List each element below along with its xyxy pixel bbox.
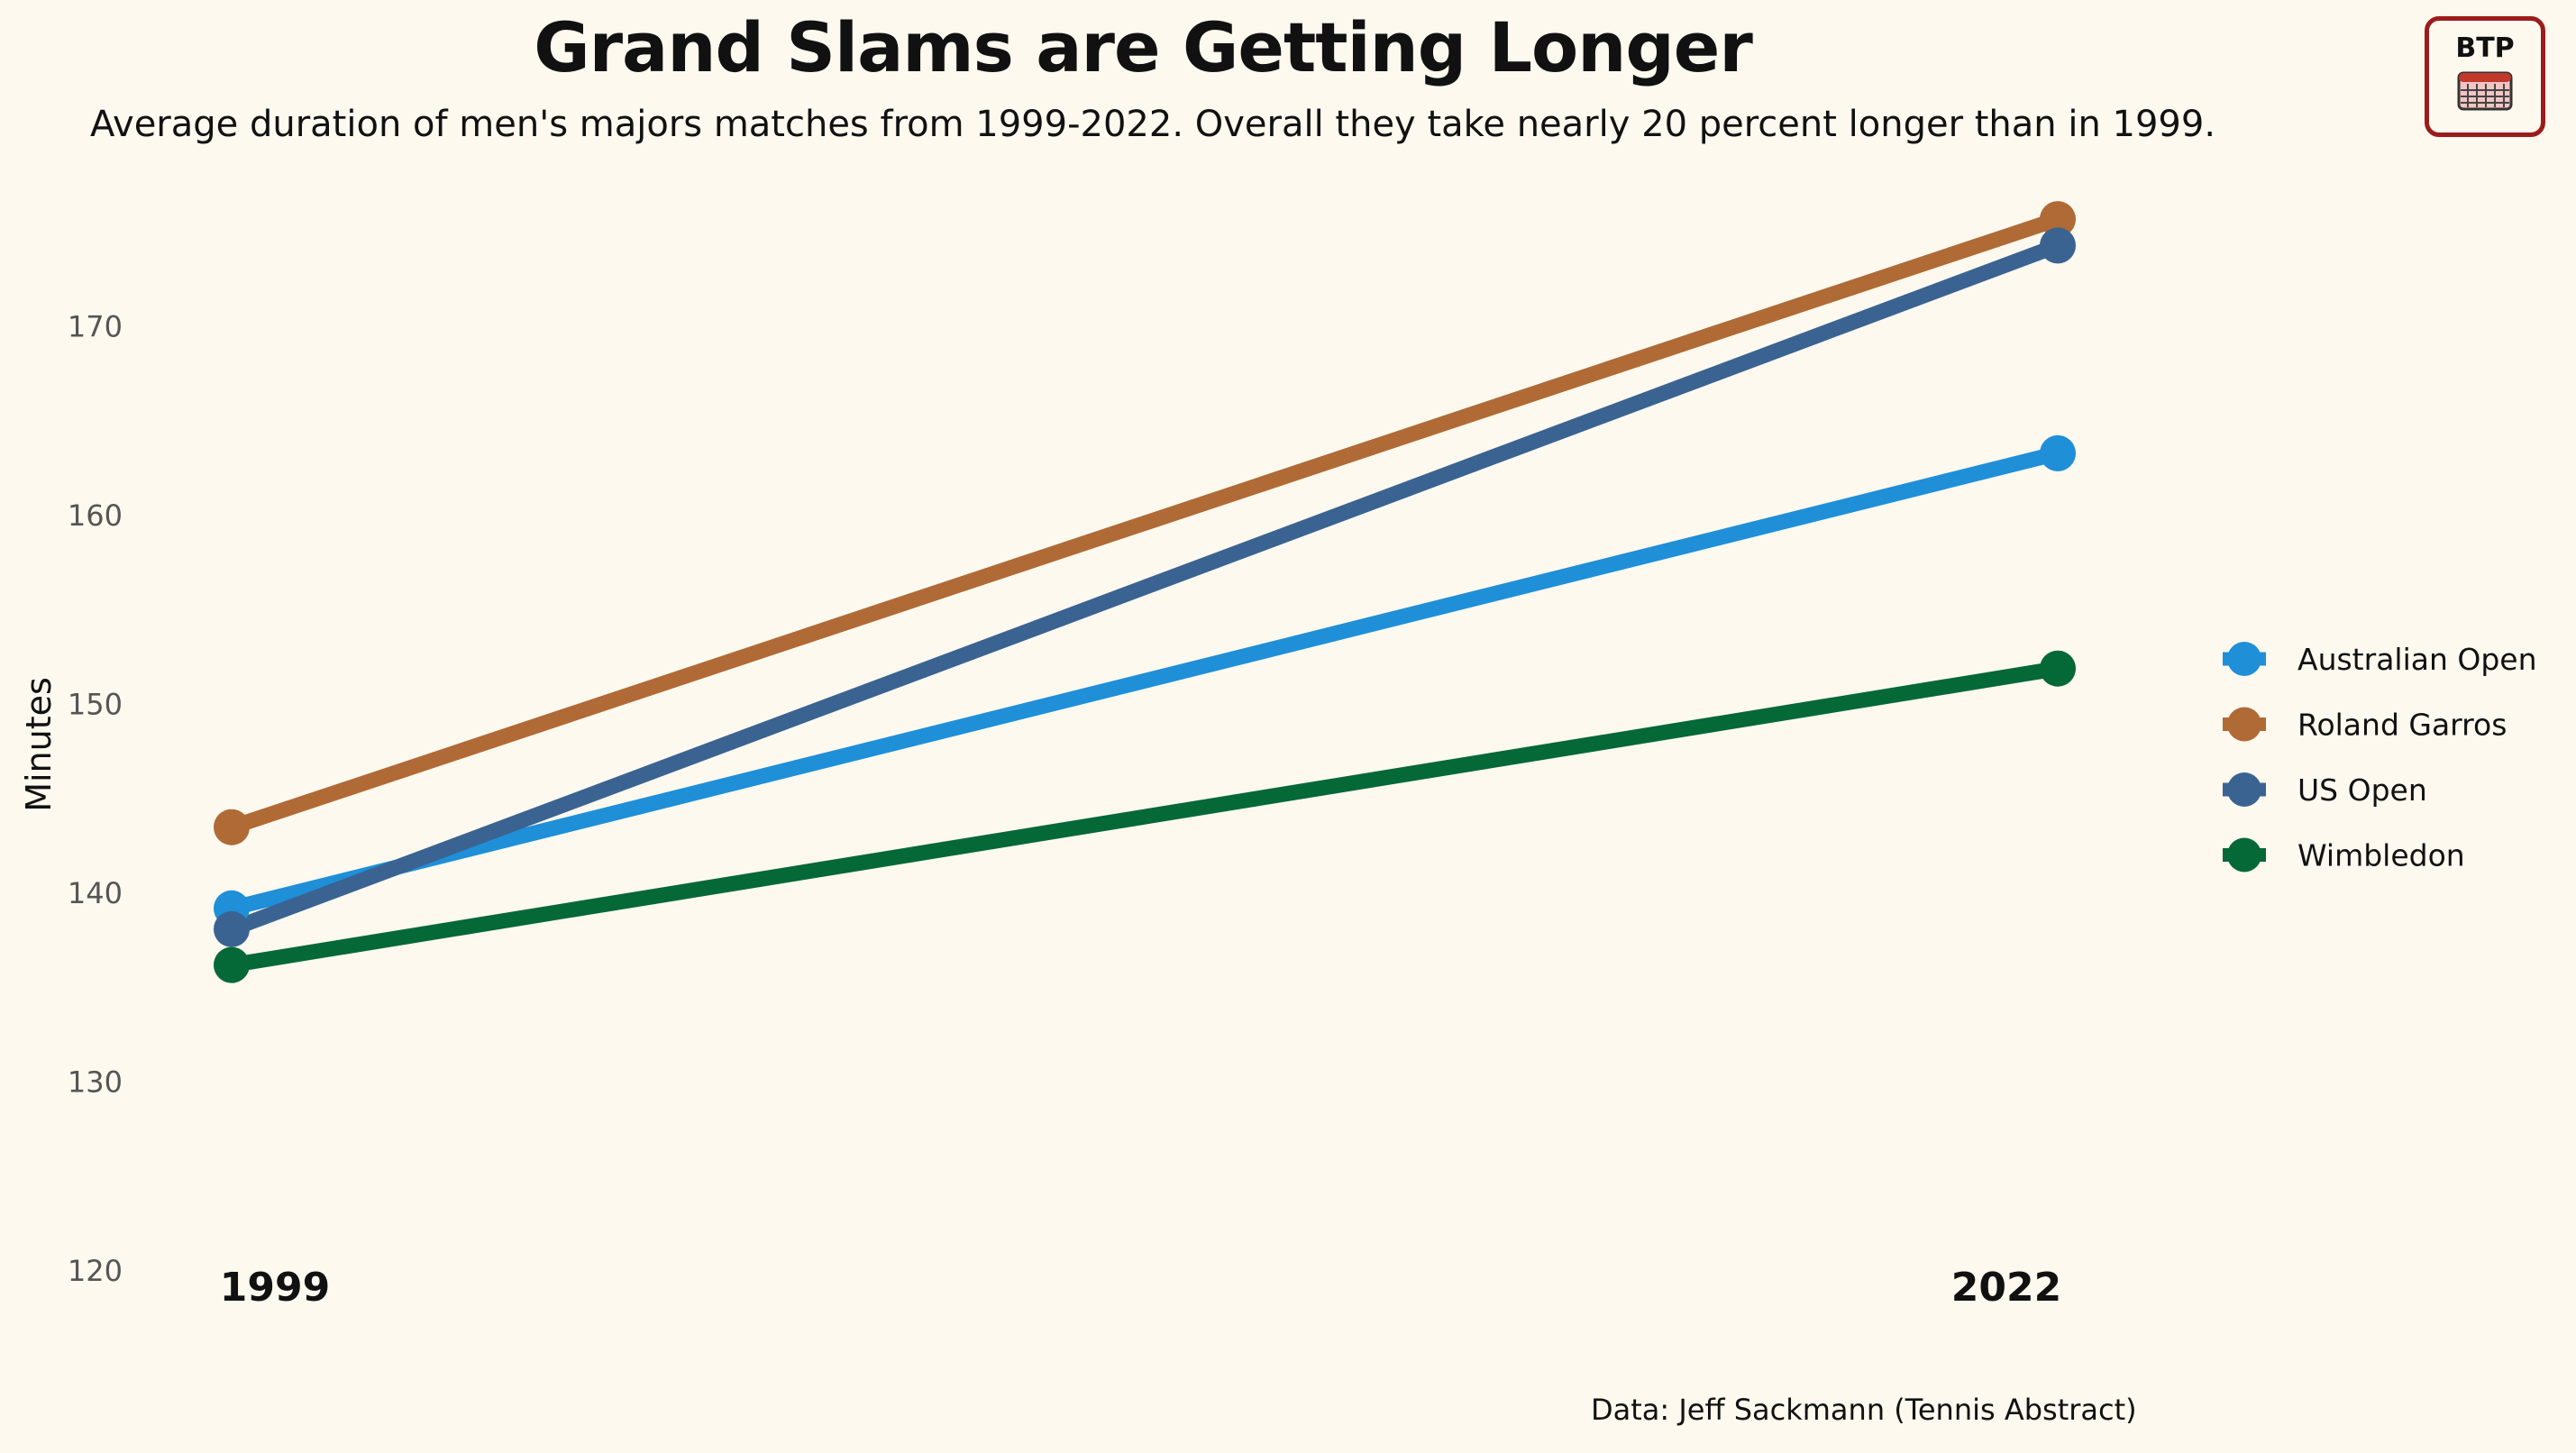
series-line xyxy=(224,445,2066,917)
y-tick-label: 130 xyxy=(68,1065,123,1100)
legend-item: Australian Open xyxy=(2223,642,2537,677)
legend-label: Wimbledon xyxy=(2297,838,2465,873)
y-axis-title: Minutes xyxy=(19,677,59,812)
data-point xyxy=(2040,201,2076,238)
x-tick-label: 1999 xyxy=(220,1265,330,1311)
data-point xyxy=(2040,434,2076,471)
y-tick-label: 160 xyxy=(68,498,123,533)
series-points xyxy=(214,201,2076,983)
legend-swatch-marker xyxy=(2227,642,2261,676)
data-point xyxy=(214,809,250,845)
series-line xyxy=(224,237,2066,937)
series-line xyxy=(224,661,2066,973)
y-tick-label: 150 xyxy=(68,688,123,722)
legend-swatch-marker xyxy=(2227,707,2261,742)
data-source: Data: Jeff Sackmann (Tennis Abstract) xyxy=(1591,1393,2137,1427)
chart-subtitle: Average duration of men's majors matches… xyxy=(90,104,2216,145)
legend-swatch-marker xyxy=(2227,772,2261,807)
chart-title: Grand Slams are Getting Longer xyxy=(534,7,1753,87)
x-tick-label: 2022 xyxy=(1951,1265,2061,1311)
legend-swatch-marker xyxy=(2227,837,2261,873)
data-point xyxy=(214,946,250,983)
legend-item: Roland Garros xyxy=(2223,707,2507,743)
y-tick-label: 170 xyxy=(68,310,123,344)
logo-text: BTP xyxy=(2455,32,2515,64)
legend: Australian Open Roland Garros US Open Wimbl… xyxy=(2223,642,2537,873)
data-point xyxy=(214,910,250,947)
y-axis-ticks: 120 130 140 150 160 170 xyxy=(68,310,123,1289)
legend-item: US Open xyxy=(2223,772,2427,808)
series-lines xyxy=(224,211,2066,973)
legend-label: US Open xyxy=(2297,772,2427,808)
y-tick-label: 140 xyxy=(68,876,123,910)
calendar-icon xyxy=(2457,71,2513,111)
data-point xyxy=(2040,650,2076,687)
btp-logo: BTP xyxy=(2425,16,2545,137)
y-tick-label: 120 xyxy=(68,1254,123,1288)
data-point xyxy=(2040,227,2076,264)
series-line xyxy=(224,211,2066,836)
legend-label: Roland Garros xyxy=(2297,708,2507,743)
legend-label: Australian Open xyxy=(2297,642,2537,677)
legend-item: Wimbledon xyxy=(2223,837,2465,873)
x-axis-ticks: 1999 2022 xyxy=(220,1265,2061,1311)
